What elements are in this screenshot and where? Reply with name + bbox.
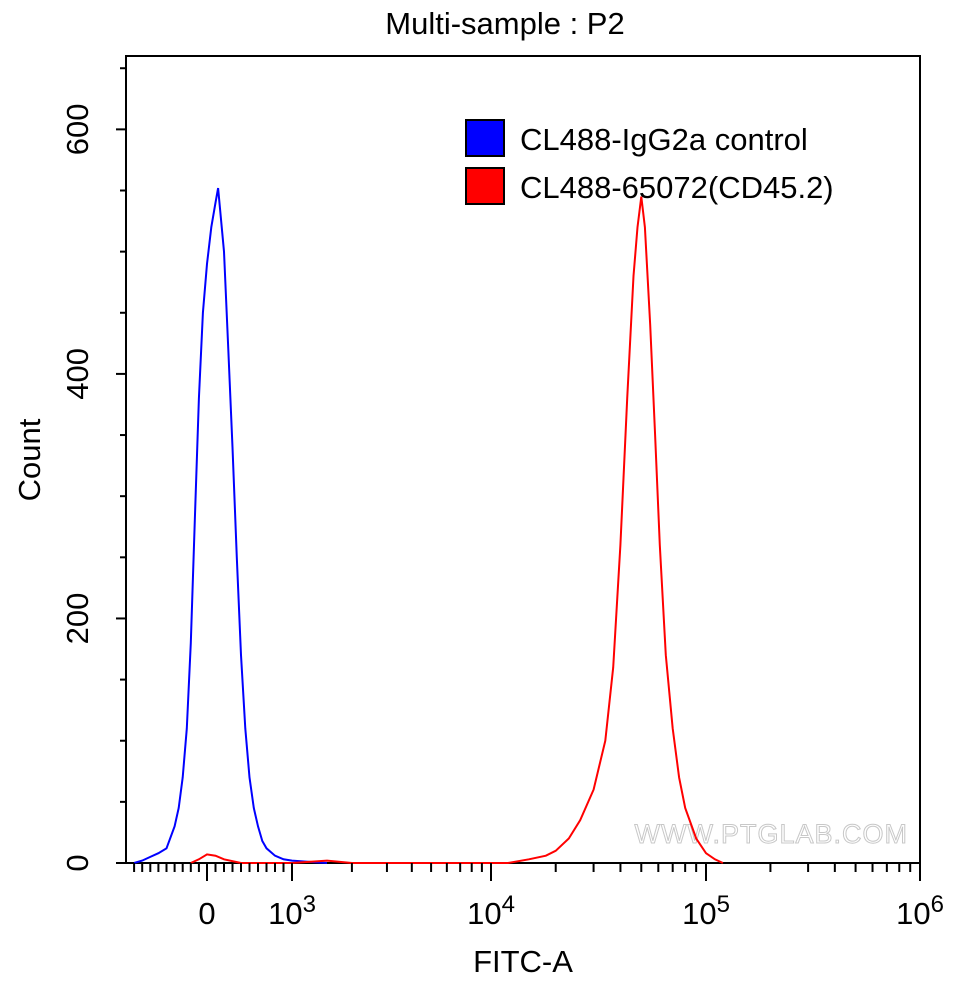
legend-label-2: CL488-65072(CD45.2) [520, 170, 834, 205]
y-tick-label: 0 [60, 854, 95, 871]
y-tick-label: 400 [60, 348, 95, 400]
y-tick-label: 200 [60, 593, 95, 645]
x-tick-label: 106 [896, 891, 944, 931]
x-tick-label: 105 [682, 891, 730, 931]
chart-title: Multi-sample : P2 [385, 6, 624, 41]
series-line-1 [133, 187, 328, 864]
x-tick-label: 104 [467, 891, 515, 931]
x-axis-label: FITC-A [473, 944, 573, 979]
x-tick-label: 0 [198, 896, 215, 931]
x-tick-label: 103 [268, 891, 316, 931]
legend-label-1: CL488-IgG2a control [520, 122, 808, 157]
watermark-text: WWW.PTGLAB.COM [635, 819, 909, 849]
series-line-2 [190, 196, 724, 864]
legend: CL488-IgG2a control CL488-65072(CD45.2) [465, 119, 834, 205]
legend-swatch-2 [465, 167, 505, 205]
legend-swatch-1 [465, 119, 505, 157]
y-axis-label: Count [12, 418, 47, 501]
plot-frame [125, 55, 921, 864]
y-tick-label: 600 [60, 103, 95, 155]
